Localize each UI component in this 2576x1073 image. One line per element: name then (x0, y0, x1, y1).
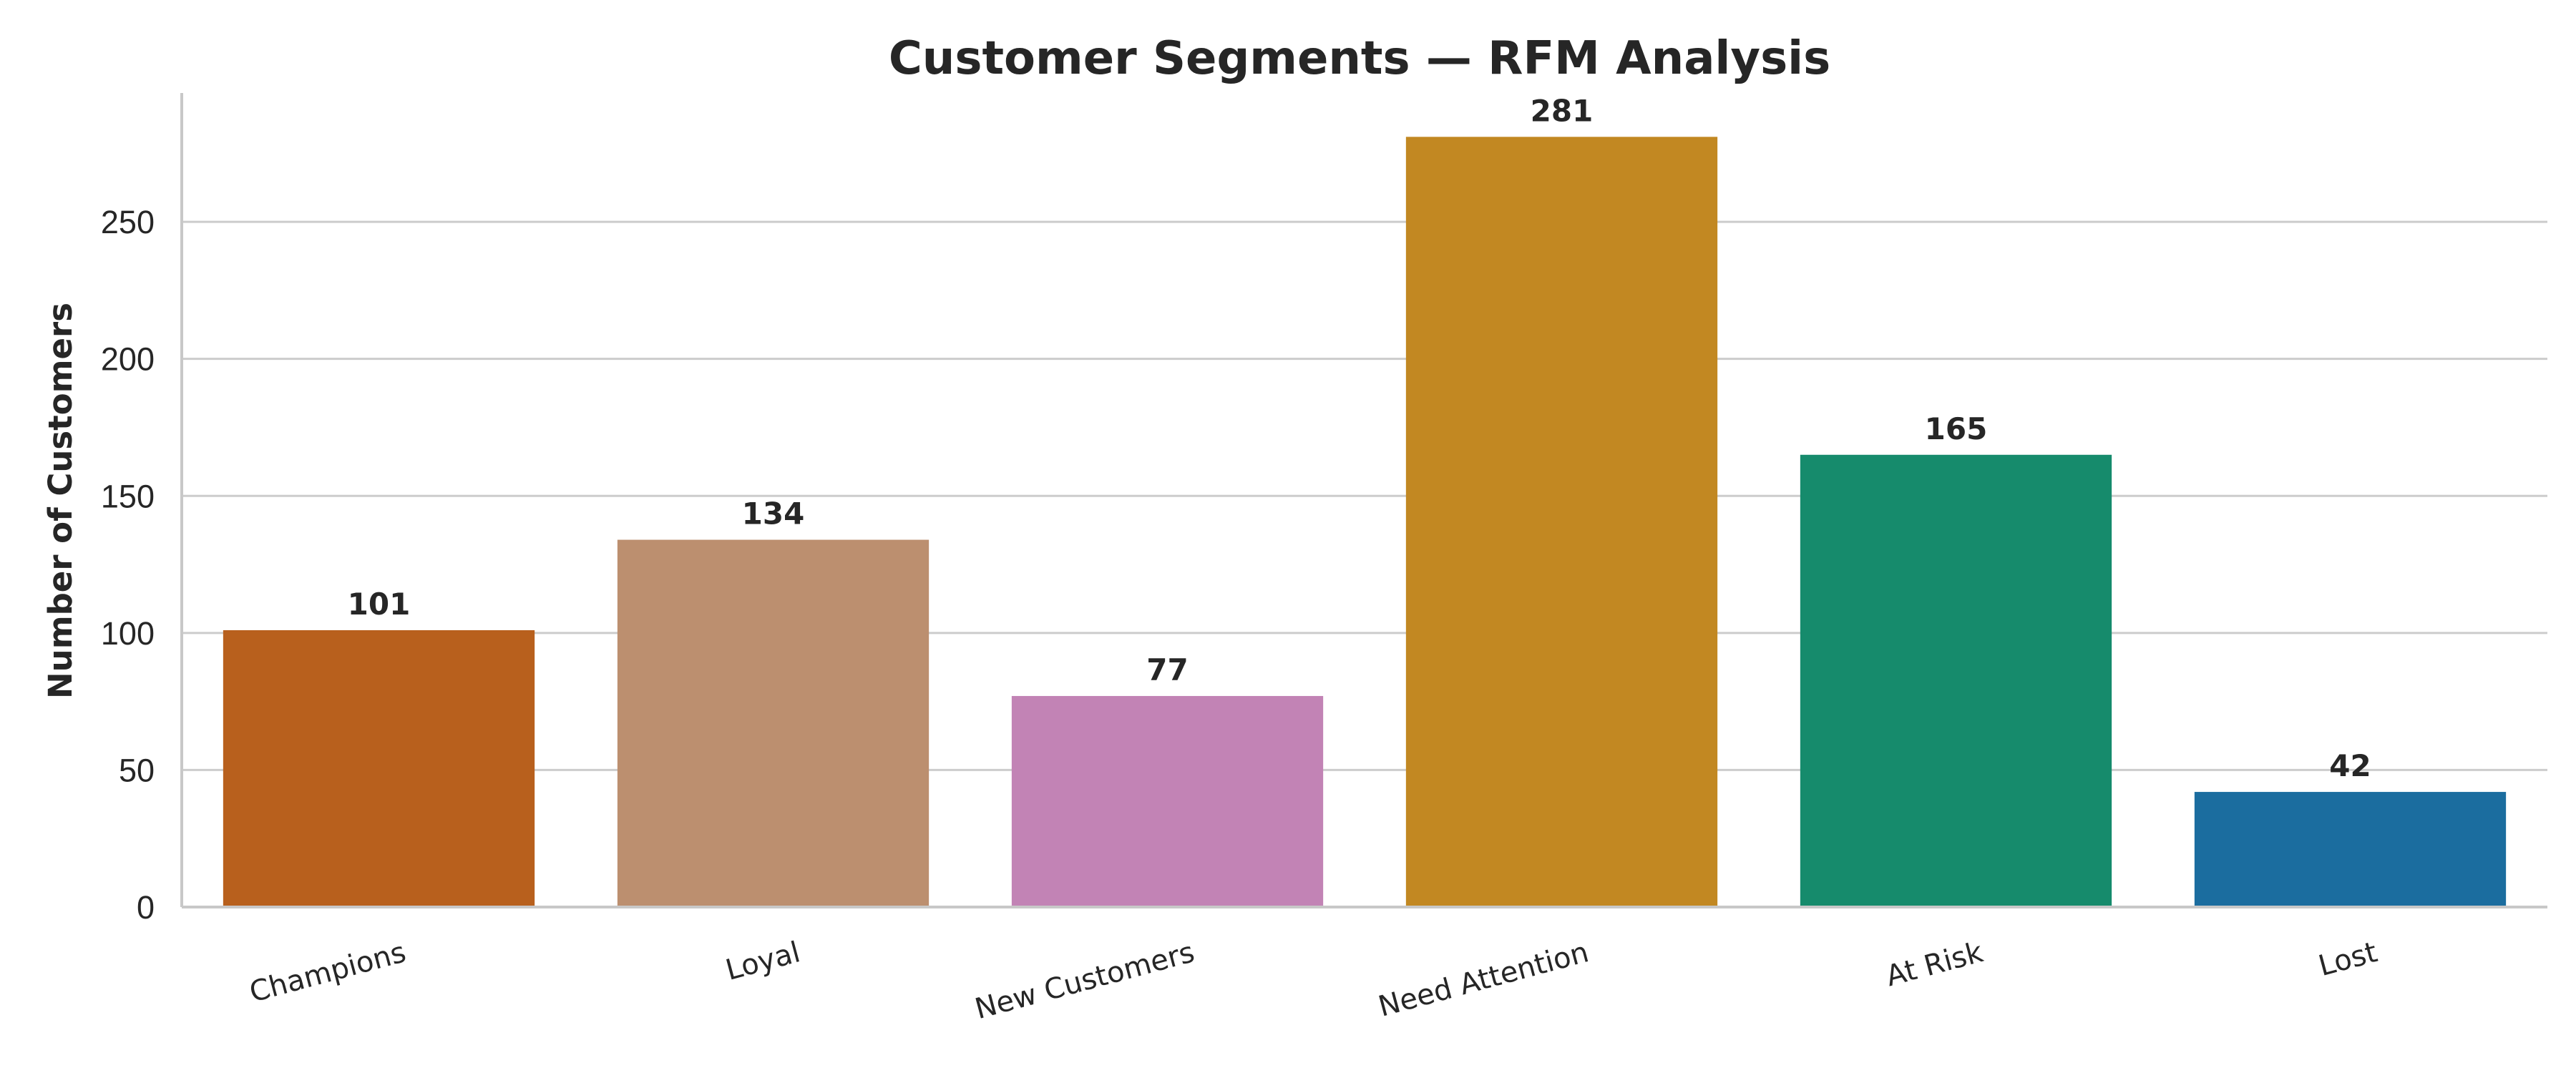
value-labels: 101 134 77 281 165 42 (348, 93, 2371, 783)
y-tick-label: 100 (101, 615, 155, 652)
x-tick-label: Loyal (722, 936, 804, 987)
x-tick-label: New Customers (972, 936, 1198, 1026)
bar-need-attention (1405, 137, 1718, 907)
y-tick-label: 200 (101, 341, 155, 378)
x-tick-label: Need Attention (1375, 936, 1592, 1024)
value-label: 101 (348, 587, 411, 622)
axes (180, 93, 2547, 908)
value-label: 281 (1531, 93, 1594, 128)
bar-champions (223, 630, 535, 907)
value-label: 77 (1146, 652, 1188, 687)
x-tick-label: Champions (246, 936, 409, 1009)
y-tick-label: 0 (137, 889, 155, 926)
value-label: 165 (1925, 411, 1988, 446)
y-tick-label: 150 (101, 478, 155, 514)
bars (223, 137, 2507, 907)
y-tick-labels: 0 50 100 150 200 250 (101, 204, 155, 926)
value-label: 42 (2329, 748, 2371, 783)
bar-at-risk (1800, 454, 2112, 907)
bar-loyal (617, 539, 930, 907)
chart-title: Customer Segments — RFM Analysis (889, 32, 1830, 85)
y-tick-label: 50 (119, 752, 155, 788)
value-label: 134 (742, 496, 805, 531)
x-tick-label: Lost (2315, 936, 2381, 983)
x-tick-label: At Risk (1883, 936, 1987, 993)
x-tick-labels: Champions Loyal New Customers Need Attentio… (246, 936, 2381, 1026)
y-tick-label: 250 (101, 204, 155, 240)
bar-new-customers (1011, 695, 1324, 907)
bar-lost (2194, 792, 2507, 907)
y-axis-label: Number of Customers (42, 303, 79, 699)
gridlines (182, 220, 2547, 771)
